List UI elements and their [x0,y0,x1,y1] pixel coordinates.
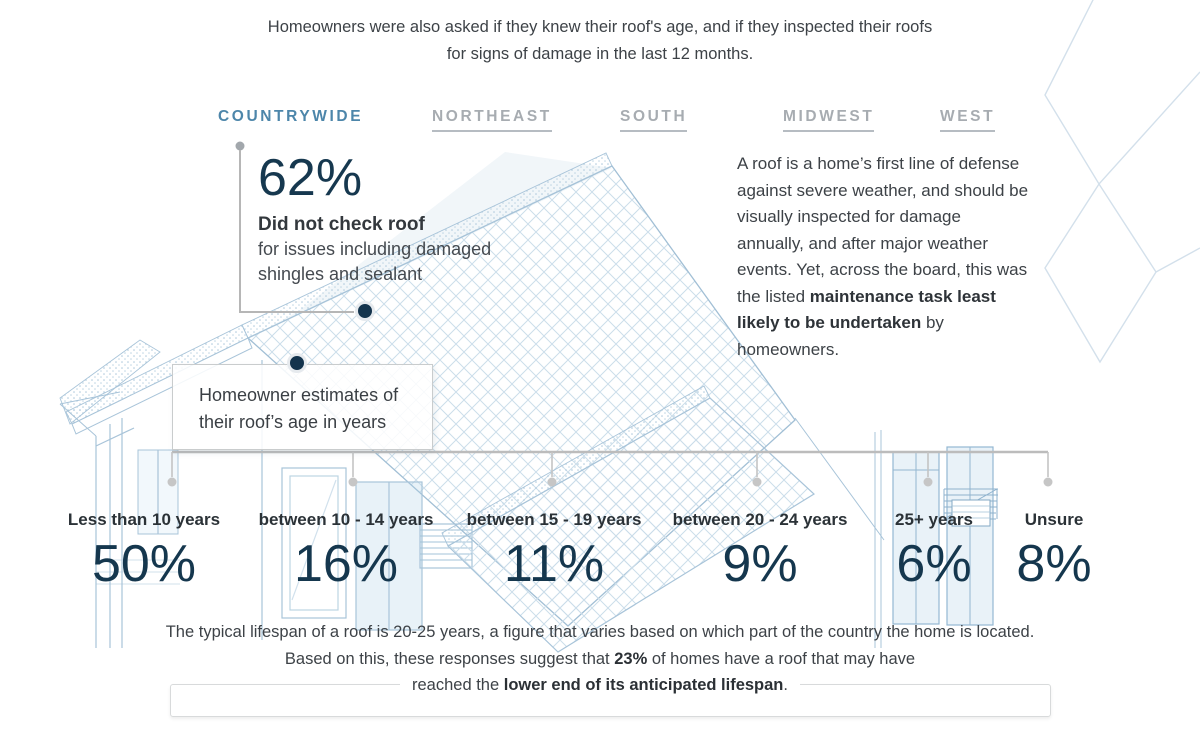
footer-line3-after: . [783,676,788,694]
tab-west[interactable]: WEST [940,108,996,132]
stat-label: Less than 10 years [67,510,221,529]
stat-label: between 15 - 19 years [466,510,642,529]
callout-marker-dot [287,353,307,373]
highlight-desc-line2: shingles and sealant [258,264,423,285]
footer-line1: The typical lifespan of a roof is 20-25 … [165,623,1035,641]
stat-value: 9% [722,535,798,593]
stat-label: between 20 - 24 years [672,510,848,529]
side-note-bold: maintenance task least likely to be unde… [737,286,996,333]
stat-value: 50% [91,535,197,593]
tab-midwest[interactable]: MIDWEST [783,108,875,132]
footer-line2: Based on this, these responses suggest t… [0,646,1200,673]
stat-col-25-plus: 25+ years 6% [895,510,973,593]
footer-paragraph: The typical lifespan of a roof is 20-25 … [0,619,1200,699]
house-line-art [59,152,998,653]
stat-col-20-24: between 20 - 24 years 9% [672,510,848,593]
highlight-stat: 62% Did not check roof for issues includ… [258,149,492,287]
side-note-before: A roof is a home’s first line of defense… [737,154,1029,306]
intro-line1: Homeowners were also asked if they knew … [267,18,933,36]
footer-line3: reached the lower end of its anticipated… [0,672,1200,699]
stat-value: 8% [1016,535,1092,593]
stat-label: between 10 - 14 years [258,510,434,529]
side-note-after: by homeowners. [737,313,944,359]
stat-value: 11% [503,535,605,593]
highlight-value: 62% [258,149,363,207]
stat-col-15-19: between 15 - 19 years 11% [466,510,642,593]
stat-value: 6% [896,535,972,593]
leader-line-62 [235,141,354,313]
callout-box: Homeowner estimates of their roof’s age … [172,364,433,450]
stat-label: 25+ years [895,510,973,529]
tab-countrywide[interactable]: COUNTRYWIDE [218,108,364,125]
stat-col-less-than-10: Less than 10 years 50% [67,510,221,593]
footer-line3-bold: lower end of its anticipated lifespan [503,676,784,694]
stat-value: 16% [293,535,399,593]
stat-col-10-14: between 10 - 14 years 16% [258,510,434,593]
intro-text: Homeowners were also asked if they knew … [0,14,1200,68]
tab-south[interactable]: SOUTH [620,108,688,132]
callout-line2: their roof’s age in years [199,412,387,432]
stat-col-unsure: Unsure 8% [1016,510,1092,593]
highlight-title: Did not check roof [258,214,425,236]
intro-line2: for signs of damage in the last 12 month… [446,45,754,63]
highlight-desc-line1: for issues including damaged [258,239,492,260]
footer-line3-before: reached the [412,676,504,694]
footer-line2-before: Based on this, these responses suggest t… [284,649,615,668]
stat-label: Unsure [1024,510,1084,529]
roof-marker-dot [355,301,375,321]
tab-northeast[interactable]: NORTHEAST [432,108,552,132]
side-note-paragraph: A roof is a home’s first line of defense… [737,151,1029,363]
axis-bracket [167,450,1053,487]
callout-line1: Homeowner estimates of [199,385,399,405]
footer-line2-bold: 23% [614,649,648,668]
hexagon-pattern-icon [1044,0,1200,364]
footer-line2-after: of homes have a roof that may have [647,649,916,668]
